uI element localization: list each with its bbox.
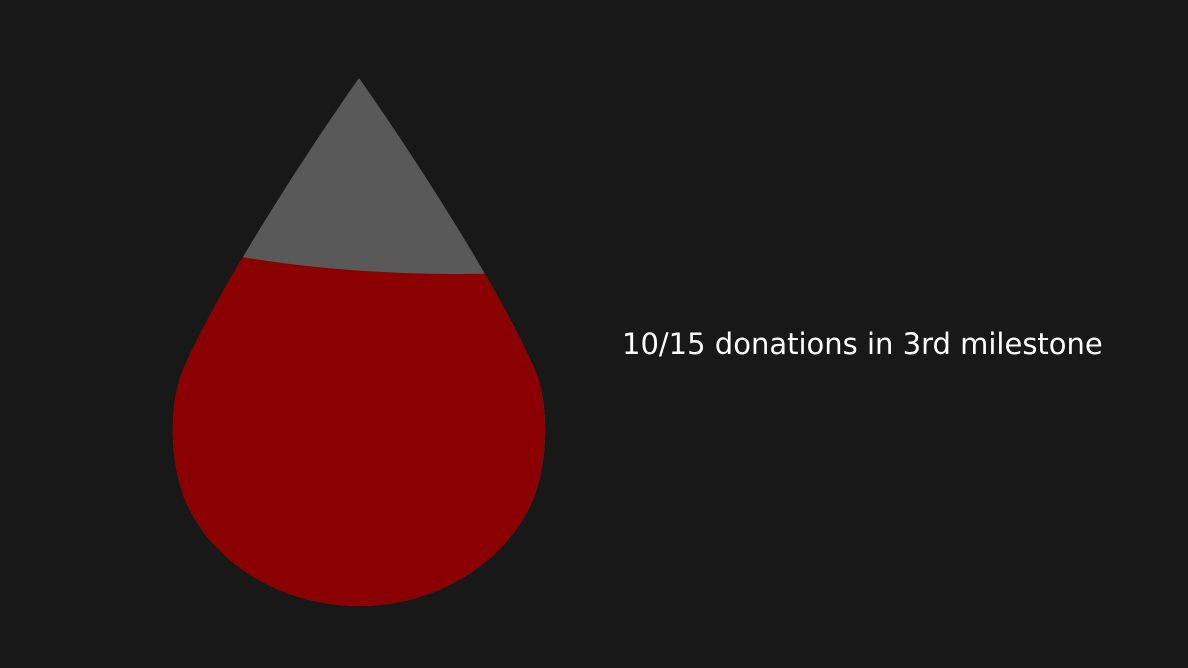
milestone-progress-label: 10/15 donations in 3rd milestone	[622, 327, 1103, 361]
drop-fill-level	[172, 238, 546, 606]
